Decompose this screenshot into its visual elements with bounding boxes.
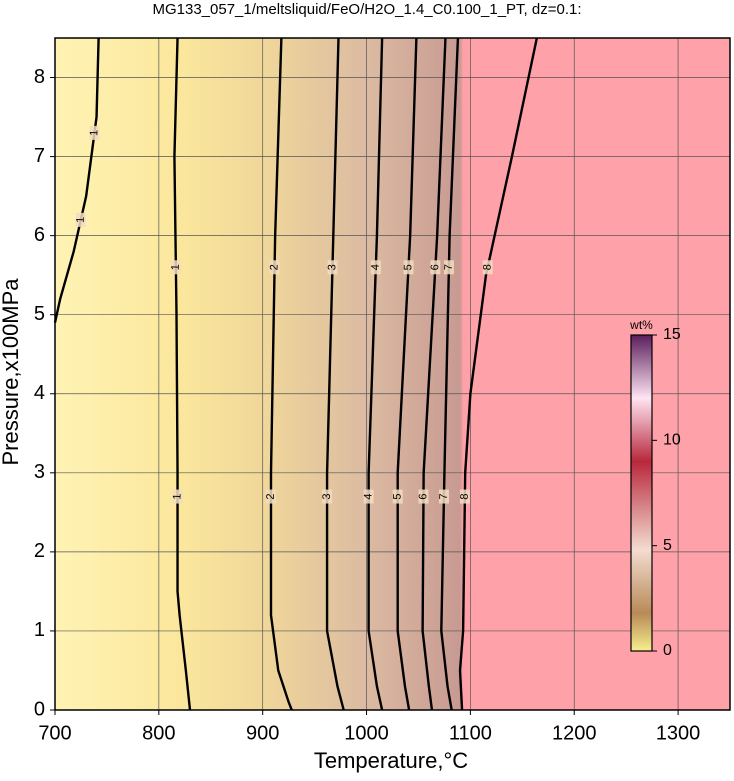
contour-label: 8: [481, 264, 493, 271]
contour-label-bg: [75, 212, 86, 227]
contour-label: 4: [370, 264, 382, 271]
contour-line: [367, 37, 384, 711]
contour-label-bg: [430, 260, 441, 275]
y-tick-label: 3: [34, 461, 45, 483]
plot-frame: [54, 37, 731, 711]
contour-line: [458, 37, 539, 711]
chart-title: MG133_057_1/meltsliquid/FeO/H2O_1.4_C0.1…: [152, 1, 581, 18]
contour-label: 2: [268, 264, 280, 271]
contour-line: [421, 37, 447, 711]
contour-label-bg: [172, 489, 183, 504]
contour-label-bg: [403, 260, 414, 275]
x-tick-label: 700: [38, 722, 71, 744]
contour-label: 4: [362, 493, 374, 500]
contour-label-bg: [392, 489, 403, 504]
y-tick-label: 0: [34, 698, 45, 720]
contour-line: [269, 37, 293, 711]
contour-label: 8: [459, 493, 471, 500]
colorbar-tick-label: 15: [663, 326, 681, 343]
contour-label-bg: [170, 260, 181, 275]
colorbar-tick-label: 5: [663, 537, 672, 554]
contour-label: 3: [326, 264, 338, 271]
contour-label: 2: [265, 493, 277, 500]
y-tick-label: 4: [34, 382, 45, 404]
y-tick-label: 7: [34, 145, 45, 167]
contour-label-bg: [322, 489, 333, 504]
contour-label-bg: [269, 260, 280, 275]
colorbar-tick-label: 0: [663, 642, 672, 659]
colorbar: [630, 334, 653, 652]
y-axis-label: Pressure,x100MPa: [0, 278, 23, 466]
y-tick-label: 8: [34, 66, 45, 88]
y-tick-label: 5: [34, 303, 45, 325]
contour-label-bg: [370, 260, 381, 275]
contour-label-bg: [459, 489, 470, 504]
x-axis-label: Temperature,°C: [314, 748, 468, 773]
contour-line: [396, 37, 418, 711]
contour-label-bg: [89, 125, 100, 140]
contour-line: [325, 37, 345, 711]
y-tick-label: 2: [34, 540, 45, 562]
contour-label-bg: [363, 489, 374, 504]
contour-line: [440, 37, 460, 711]
contour-label-bg: [482, 260, 493, 275]
contour-label: 1: [171, 493, 183, 500]
contour-label: 5: [391, 493, 403, 500]
y-tick-label: 6: [34, 224, 45, 246]
x-tick-label: 1200: [552, 722, 597, 744]
plot-area: [55, 38, 730, 710]
y-tick-label: 1: [34, 619, 45, 641]
contour-label: 6: [429, 264, 441, 271]
contour-label: 3: [321, 493, 333, 500]
contour-label: 5: [402, 264, 414, 271]
contour-line: [173, 37, 192, 711]
x-tick-label: 800: [142, 722, 175, 744]
colorbar-tick-label: 10: [663, 432, 681, 449]
contour-label-bg: [438, 489, 449, 504]
contour-label: 7: [438, 493, 450, 500]
x-tick-label: 1000: [344, 722, 389, 744]
contour-label: 1: [75, 217, 87, 224]
contour-label: 7: [443, 264, 455, 271]
x-tick-label: 900: [246, 722, 279, 744]
x-tick-label: 1300: [656, 722, 701, 744]
contour-label-bg: [443, 260, 454, 275]
contour-label-bg: [418, 489, 429, 504]
contour-label: 6: [417, 493, 429, 500]
contour-label: 1: [170, 264, 182, 271]
contour-label-bg: [266, 489, 276, 504]
colorbar-label: wt%: [629, 318, 653, 332]
contour-label: 1: [88, 130, 100, 137]
contour-label-bg: [327, 260, 338, 275]
x-tick-label: 1100: [449, 722, 492, 744]
